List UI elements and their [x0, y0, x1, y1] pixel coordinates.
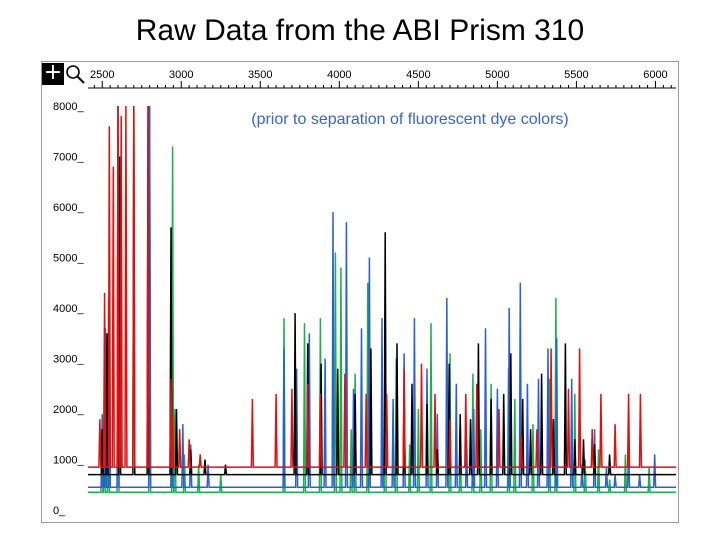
y-axis: 0_ 1000_ 2000_ 3000_ 4000_ 5000_ 6000_ 7000_ 800… [53, 101, 84, 517]
y-tick-label: 7000_ [53, 152, 84, 164]
magnifier-icon[interactable] [64, 63, 86, 85]
x-tick-label: 5000 [485, 69, 509, 81]
y-tick-label: 0_ [53, 505, 66, 517]
chart-subtitle: (prior to separation of fluorescent dye … [251, 111, 568, 128]
y-tick-label: 2000_ [53, 404, 84, 416]
x-tick-label: 3500 [248, 69, 272, 81]
series-line-1 [88, 105, 676, 489]
y-tick-label: 3000_ [53, 354, 84, 366]
plot-area [88, 105, 676, 494]
x-axis: 2500 3000 3500 4000 4500 5000 5500 6000 [88, 69, 676, 89]
x-tick-label: 4000 [327, 69, 351, 81]
y-tick-label: 1000_ [53, 455, 84, 467]
y-tick-label: 6000_ [53, 202, 84, 214]
x-tick-label: 6000 [643, 69, 667, 81]
y-tick-label: 8000_ [53, 101, 84, 113]
x-tick-label: 3000 [169, 69, 193, 81]
series-line-3 [88, 105, 676, 468]
y-tick-label: 4000_ [53, 303, 84, 315]
x-tick-label: 4500 [406, 69, 430, 81]
x-tick-label: 2500 [90, 69, 114, 81]
page-title: Raw Data from the ABI Prism 310 [135, 14, 585, 47]
crosshair-icon[interactable]: + [42, 60, 64, 85]
y-tick-label: 5000_ [53, 253, 84, 265]
x-tick-label: 5500 [564, 69, 588, 81]
series-line-2 [88, 105, 676, 476]
